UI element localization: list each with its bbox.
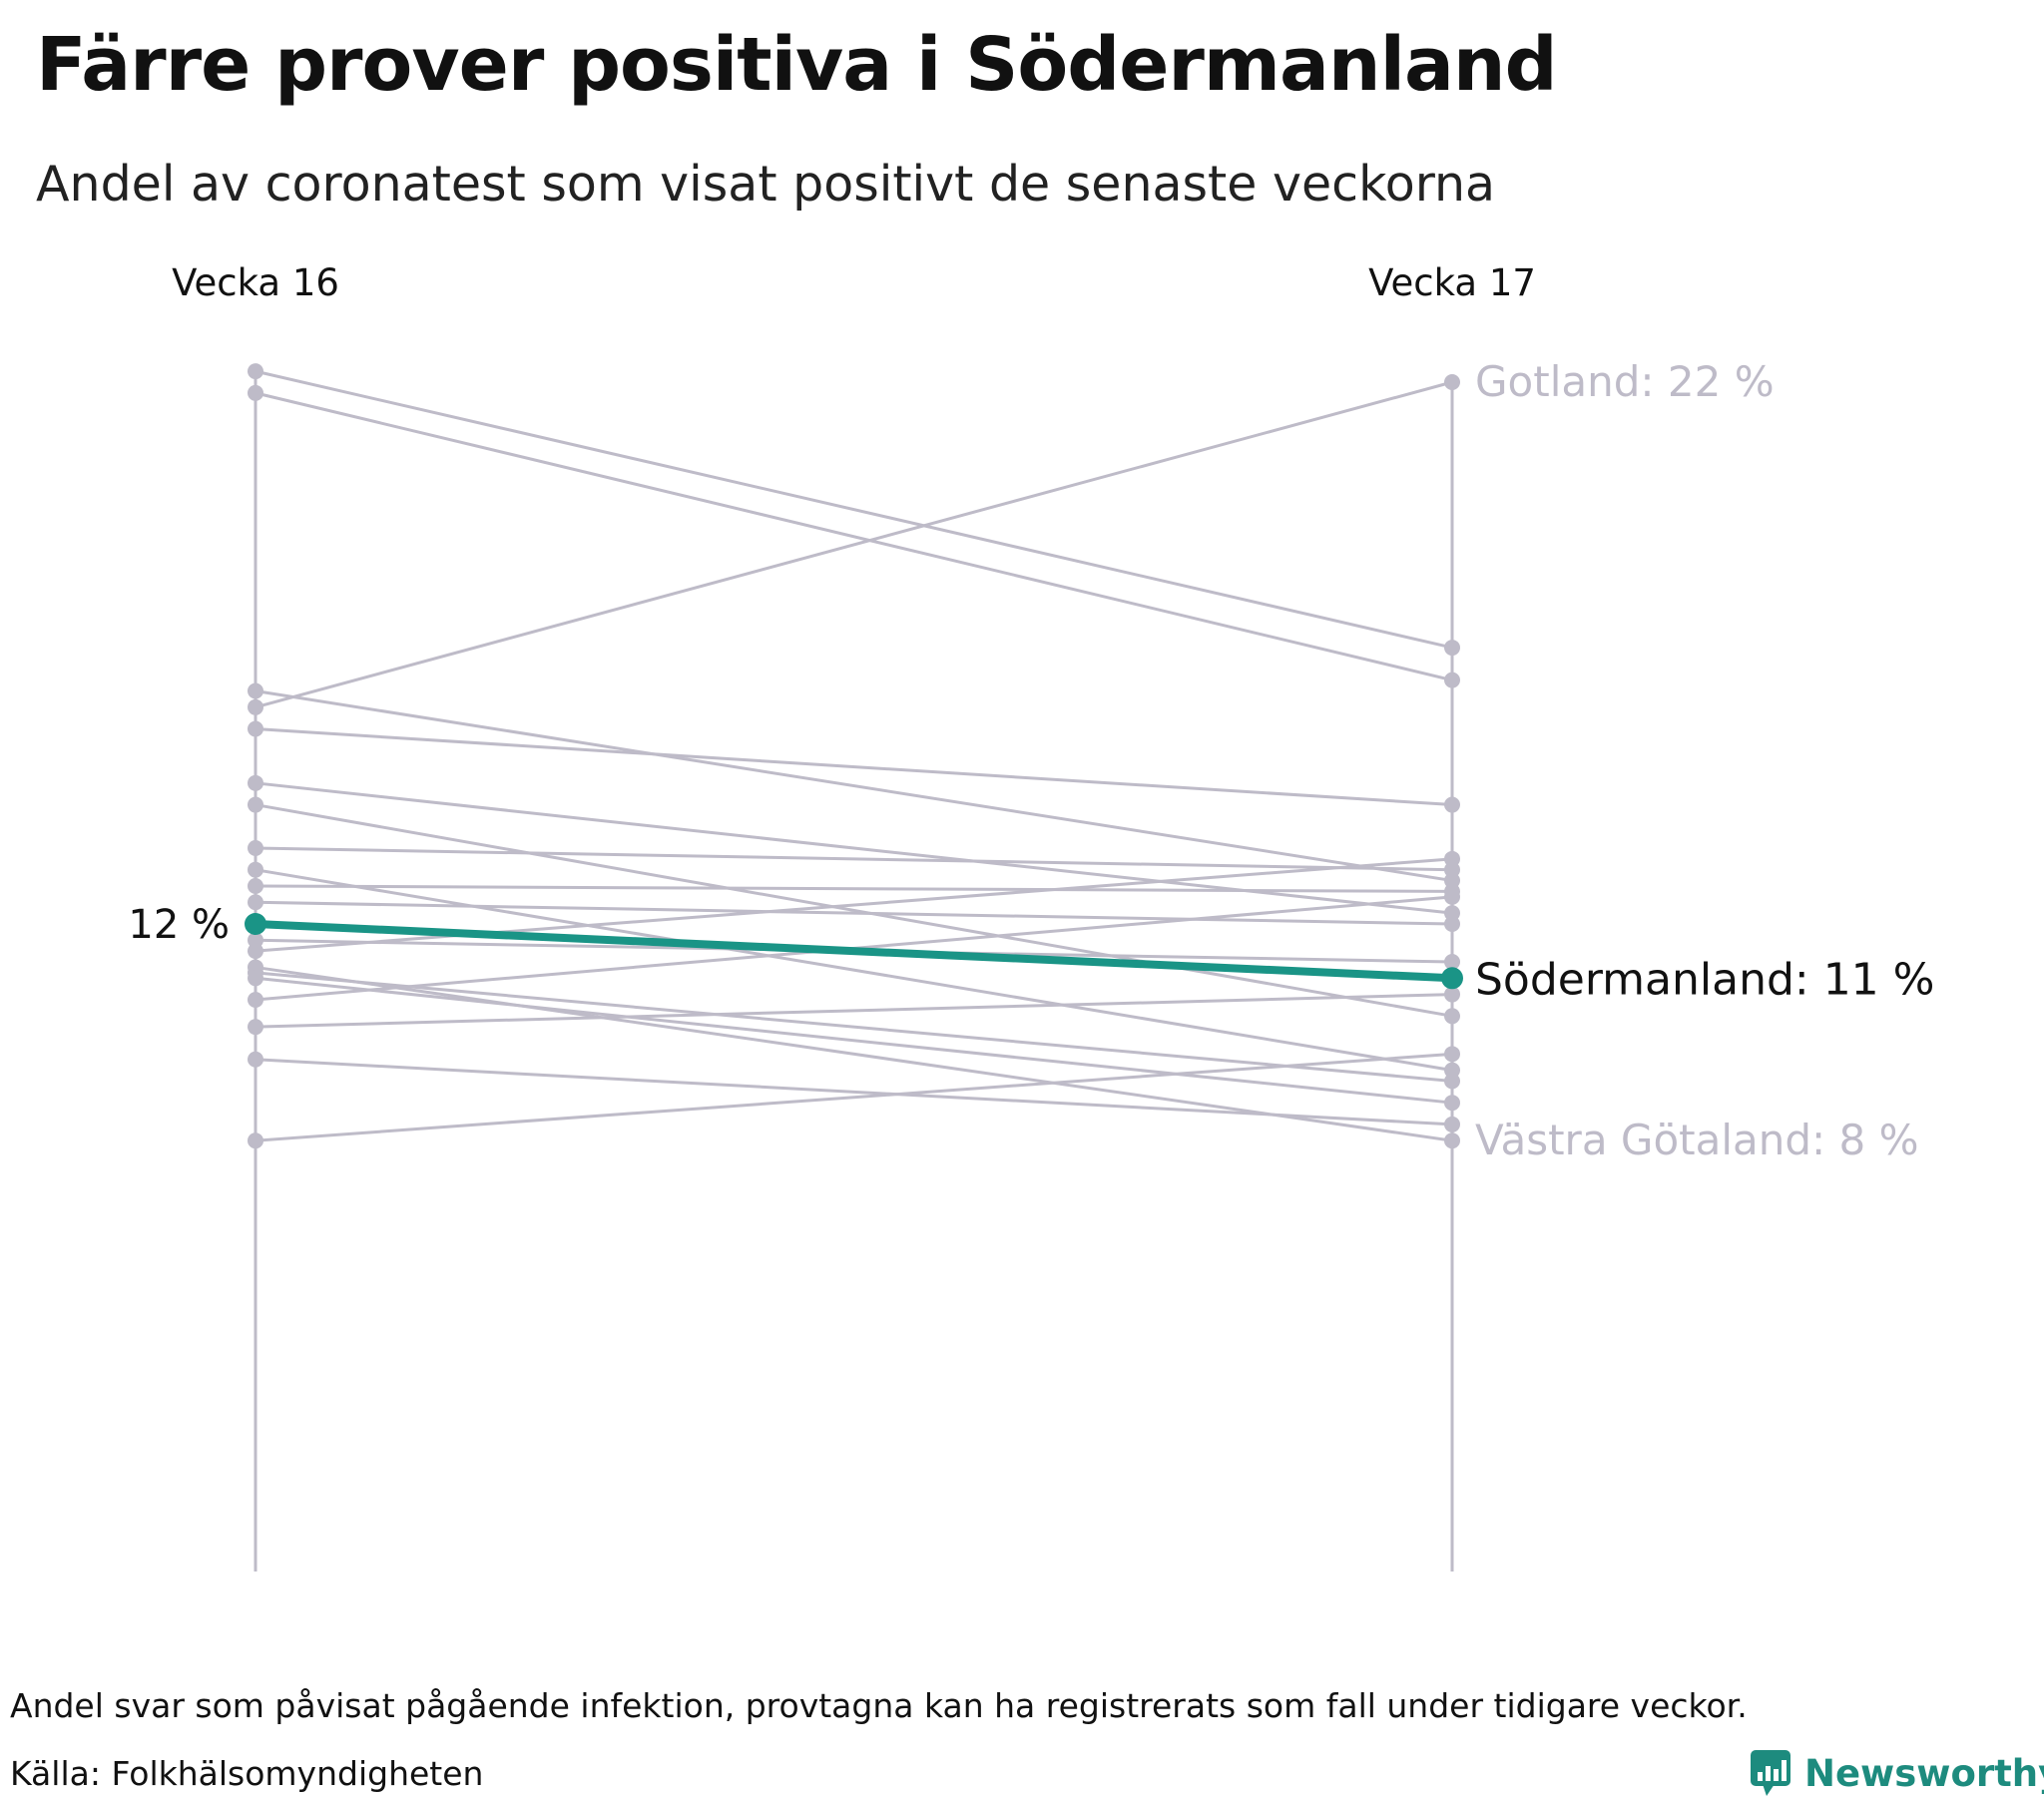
highlight-point-week-16 [245, 913, 266, 935]
series-line-region-g [255, 846, 1453, 872]
series-line-region-a [255, 369, 1453, 650]
series-line-region-q [255, 1058, 1453, 1126]
slope-chart: Vecka 16 Vecka 17 12 % Södermanland: 11 %… [128, 261, 1934, 1572]
column-label-week-16: Vecka 16 [172, 261, 339, 304]
point-week-16-region-g [248, 839, 263, 856]
point-week-16-region-p [248, 1019, 263, 1036]
highlight-point-week-17 [1441, 967, 1463, 990]
highlight-line-sodermanland [252, 920, 1456, 983]
series-line-region-d [255, 727, 1453, 807]
series-line-vastra-gotaland [255, 965, 1453, 1142]
series-line-region-p [255, 993, 1453, 1029]
point-week-16-region-f [248, 796, 263, 813]
point-week-16-region-i [248, 877, 263, 894]
highlight-end-label: Södermanland: 11 % [1475, 954, 1934, 1005]
point-week-17-region-k [1444, 954, 1460, 971]
highlight-start-label: 12 % [128, 902, 230, 948]
annotation-label-gotland: Gotland: 22 % [1475, 357, 1775, 406]
point-week-16-region-r [248, 1132, 263, 1149]
point-week-16-region-l [248, 943, 263, 960]
column-label-week-17: Vecka 17 [1368, 261, 1536, 304]
point-week-16-region-n [248, 970, 263, 987]
series-line-region-i [255, 884, 1453, 893]
point-week-17-region-b [1444, 672, 1460, 688]
point-week-17-region-d [1444, 796, 1460, 813]
point-week-17-region-j [1444, 916, 1460, 932]
footnote: Andel svar som påvisat pågående infektio… [10, 1686, 1748, 1725]
point-week-17-region-f [1444, 1008, 1460, 1025]
series-line-region-h [255, 868, 1453, 1073]
point-week-17-region-p [1444, 986, 1460, 1003]
point-week-16-region-h [248, 861, 263, 878]
point-week-17-region-r [1444, 1046, 1460, 1063]
series-labels: 12 % Södermanland: 11 % Gotland: 22 % Västr… [128, 357, 1934, 1164]
source-text: Källa: Folkhälsomyndigheten [10, 1754, 484, 1793]
series-line-region-e [255, 781, 1453, 915]
series-line-gotland [255, 380, 1453, 709]
point-week-16-region-a [248, 363, 263, 380]
series-lines [245, 363, 1463, 1149]
annotation-label-vastra-gotaland: Västra Götaland: 8 % [1475, 1116, 1919, 1164]
point-week-16-region-d [248, 720, 263, 737]
series-line-region-m [255, 971, 1453, 1083]
series-line-region-b [255, 391, 1453, 682]
point-week-17-vastra-gotaland [1444, 1132, 1460, 1149]
point-week-17-region-q [1444, 1116, 1460, 1132]
series-line-region-c [255, 689, 1453, 883]
point-week-17-gotland [1444, 374, 1460, 390]
series-line-region-j [255, 900, 1453, 926]
series-line-region-f [255, 803, 1453, 1018]
point-week-16-region-q [248, 1051, 263, 1068]
point-week-16-region-b [248, 384, 263, 401]
point-week-17-region-m [1444, 1073, 1460, 1090]
point-week-17-region-o [1444, 888, 1460, 905]
series-line-region-r [255, 1052, 1453, 1142]
point-week-16-gotland [248, 698, 263, 715]
chart-bubble-icon [1751, 1750, 1790, 1796]
point-week-17-region-n [1444, 1095, 1460, 1112]
point-week-16-region-c [248, 682, 263, 699]
point-week-17-region-l [1444, 850, 1460, 867]
point-week-16-region-e [248, 774, 263, 791]
newsworthy-logo: Newsworthy [1749, 1748, 2044, 1798]
chart-subtitle: Andel av coronatest som visat positivt d… [36, 156, 1496, 213]
point-week-16-region-j [248, 894, 263, 911]
series-line-region-n [255, 976, 1453, 1105]
brand-name: Newsworthy [1804, 1751, 2044, 1795]
point-week-16-region-o [248, 992, 263, 1009]
chart-title: Färre prover positiva i Södermanland [36, 22, 1558, 108]
point-week-17-region-a [1444, 640, 1460, 657]
